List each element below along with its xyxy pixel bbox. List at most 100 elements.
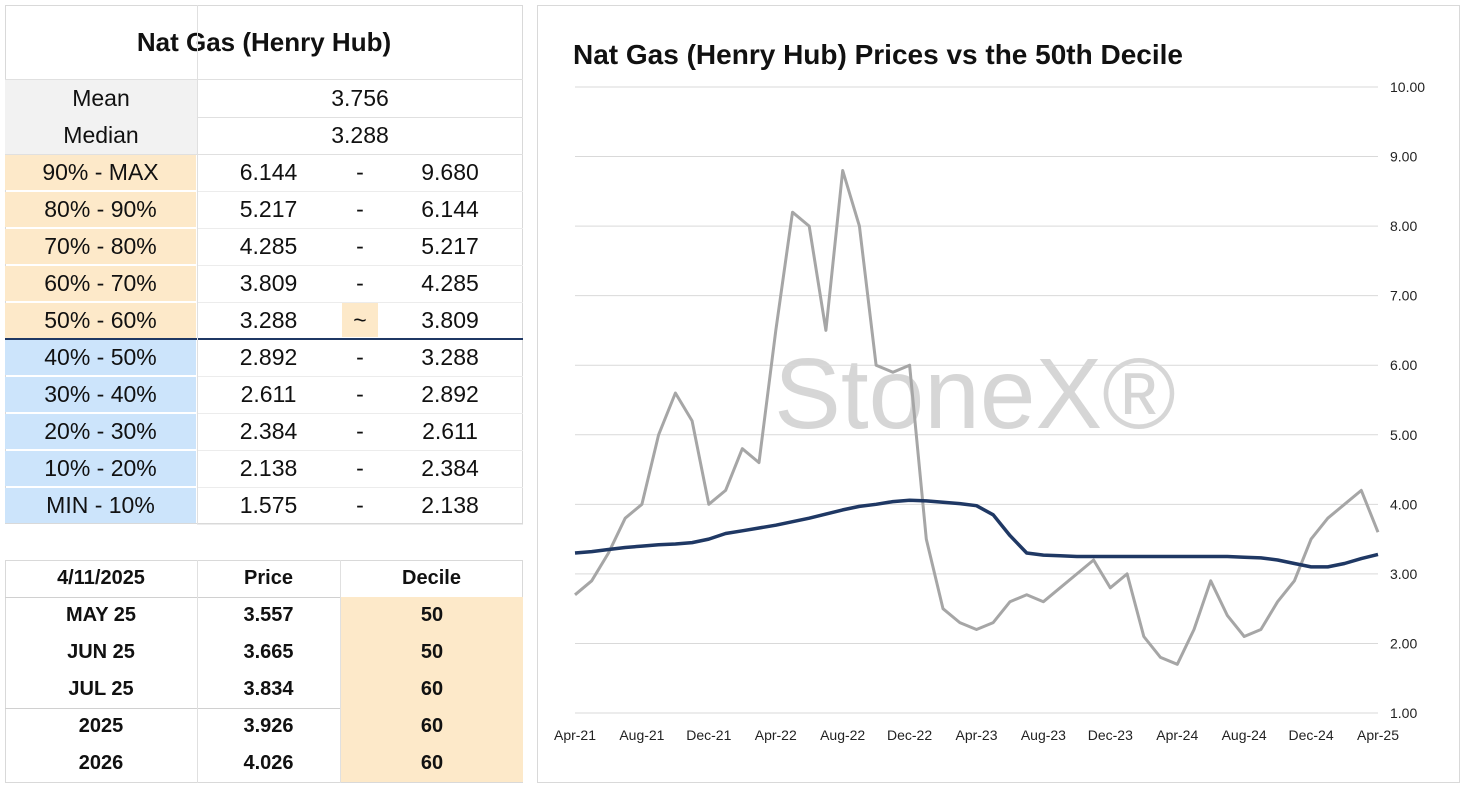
y-tick-label: 3.00 (1390, 566, 1417, 582)
y-tick-label: 4.00 (1390, 496, 1417, 512)
rule (197, 265, 523, 266)
table-cell: 30% - 40% (5, 377, 196, 412)
y-tick-label: 2.00 (1390, 635, 1417, 651)
table-cell: 3.288 (331, 122, 389, 148)
table-cell: 2.384 (421, 455, 479, 481)
table-cell: 4/11/2025 (57, 567, 145, 589)
table-cell: 2.138 (421, 492, 479, 518)
table-cell: 9.680 (421, 159, 479, 185)
table-cell: 40% - 50% (5, 340, 196, 375)
rule (5, 597, 523, 598)
table-cell: 50% - 60% (5, 303, 196, 338)
table-cell: 5.217 (239, 196, 298, 222)
table-cell: 6.144 (421, 196, 479, 222)
rule (197, 413, 523, 414)
table-cell: 2026 (78, 752, 124, 774)
rule (197, 560, 198, 783)
table-cell: 3.809 (239, 270, 298, 296)
table-cell: - (356, 232, 364, 259)
rule (5, 338, 523, 340)
table-cell: 3.557 (243, 604, 294, 626)
table-cell: 1.575 (239, 492, 298, 518)
y-tick-label: 10.00 (1390, 79, 1425, 95)
x-tick-label: Dec-22 (887, 727, 932, 743)
rule (5, 154, 523, 155)
rule (197, 5, 198, 524)
table-cell: 4.285 (239, 233, 298, 259)
table-cell: 2.611 (422, 418, 478, 444)
table-cell: 3.809 (421, 307, 479, 333)
x-tick-label: Dec-24 (1289, 727, 1334, 743)
y-tick-label: 8.00 (1390, 218, 1417, 234)
table-cell: Price (244, 567, 293, 589)
table-cell: 70% - 80% (5, 229, 196, 264)
rule (197, 191, 523, 192)
y-tick-label: 6.00 (1390, 357, 1417, 373)
chart-panel (537, 5, 1460, 783)
table-cell: Decile (402, 567, 461, 589)
table-cell: 10% - 20% (5, 451, 196, 486)
rule (5, 117, 523, 118)
x-tick-label: Apr-22 (755, 727, 797, 743)
table-cell: 3.288 (421, 344, 479, 370)
table-cell: - (356, 417, 364, 444)
table-cell: - (356, 158, 364, 185)
rule (197, 228, 523, 229)
table-cell: 2.138 (239, 455, 298, 481)
table-cell: - (356, 343, 364, 370)
rule (197, 376, 523, 377)
y-tick-label: 9.00 (1390, 149, 1417, 165)
x-tick-label: Aug-24 (1222, 727, 1267, 743)
series-line (574, 169, 1380, 666)
table-cell: - (356, 380, 364, 407)
table-cell: - (356, 454, 364, 481)
rule (340, 560, 341, 783)
table-cell: - (356, 195, 364, 222)
table-cell: 3.288 (239, 307, 298, 333)
x-tick-label: Apr-23 (955, 727, 997, 743)
table-cell: 2.892 (421, 381, 479, 407)
x-tick-label: Apr-24 (1156, 727, 1198, 743)
table-cell: 6.144 (239, 159, 298, 185)
x-tick-label: Aug-21 (619, 727, 664, 743)
y-tick-label: 5.00 (1390, 427, 1417, 443)
table-cell: Mean (5, 80, 197, 117)
table-cell: MAY 25 (65, 604, 137, 626)
table-cell: MIN - 10% (5, 488, 196, 523)
x-tick-label: Dec-21 (686, 727, 731, 743)
y-tick-label: 7.00 (1390, 288, 1417, 304)
table-cell: 2.384 (239, 418, 298, 444)
table-cell: 50 (341, 634, 523, 671)
x-tick-label: Apr-25 (1357, 727, 1399, 743)
table-cell: 60 (341, 671, 523, 708)
x-tick-label: Aug-22 (820, 727, 865, 743)
table-cell: 3.665 (243, 641, 294, 663)
watermark: StoneX® (774, 338, 1176, 450)
table-cell: 90% - MAX (5, 155, 196, 190)
table-cell: 60 (341, 745, 523, 782)
table-cell: - (356, 269, 364, 296)
table-cell: Nat Gas (Henry Hub) (136, 27, 392, 57)
rule (197, 487, 523, 488)
rule (197, 302, 523, 303)
table-cell: 4.285 (421, 270, 479, 296)
table-cell: 3.834 (243, 678, 294, 700)
series-line (574, 498, 1379, 569)
chart-title: Nat Gas (Henry Hub) Prices vs the 50th D… (573, 39, 1183, 70)
table-cell: 5.217 (421, 233, 479, 259)
x-tick-label: Aug-23 (1021, 727, 1066, 743)
table-cell: Median (5, 117, 197, 154)
table-cell: 2.611 (240, 381, 297, 407)
stats-panel (5, 5, 523, 524)
x-tick-label: Apr-21 (554, 727, 596, 743)
x-tick-label: Dec-23 (1088, 727, 1133, 743)
table-cell: 20% - 30% (5, 414, 196, 449)
rule (5, 79, 523, 80)
table-cell: - (356, 491, 364, 518)
table-cell: JUN 25 (67, 641, 135, 663)
table-cell: 3.756 (331, 85, 389, 111)
table-cell: 50 (341, 597, 523, 634)
table-cell: 2025 (78, 715, 124, 737)
